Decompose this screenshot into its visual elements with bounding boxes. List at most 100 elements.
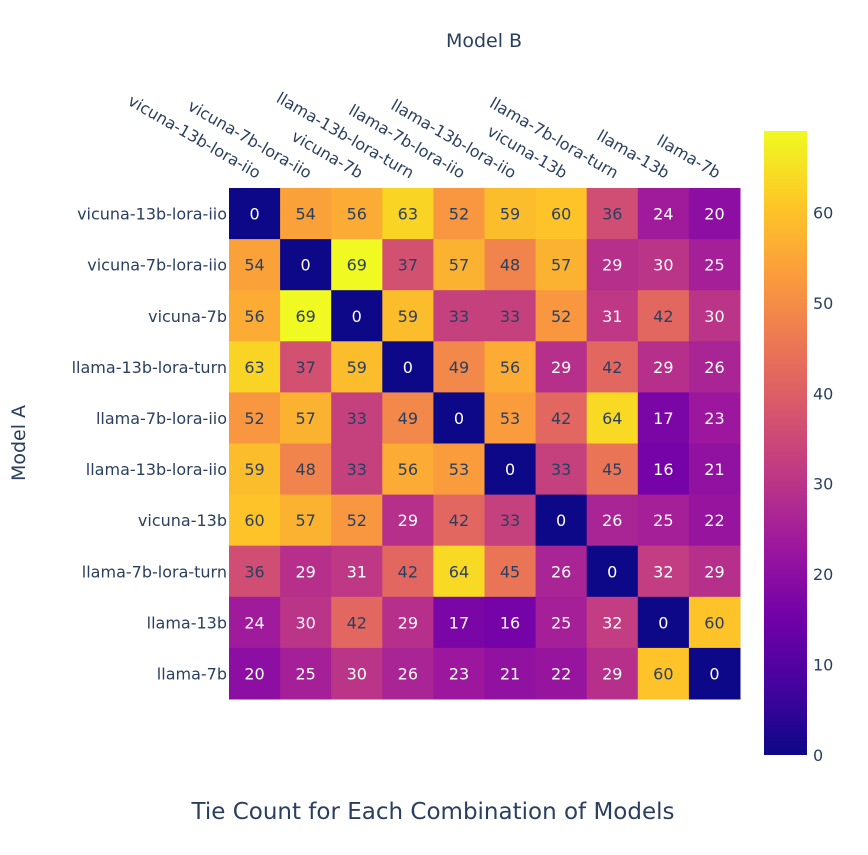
- heatmap-cell: [586, 494, 639, 547]
- cell-value-label: 30: [295, 613, 315, 632]
- heatmap-cell: [229, 392, 281, 444]
- cell-value-label: 0: [454, 409, 464, 428]
- heatmap-cell: [382, 545, 434, 598]
- colorbar-tick-label: 30: [813, 475, 833, 494]
- heatmap-cell: [484, 647, 537, 700]
- heatmap-cell: [229, 341, 281, 393]
- cell-value-label: 60: [551, 205, 571, 224]
- cell-value-label: 33: [551, 460, 571, 479]
- cell-value-label: 57: [449, 256, 469, 275]
- heatmap-cell: [586, 545, 639, 598]
- heatmap-cell: [382, 290, 434, 342]
- heatmap-cell: [229, 188, 281, 240]
- y-tick-label: llama-7b-lora-iio: [96, 409, 227, 428]
- cell-value-label: 29: [653, 358, 673, 377]
- heatmap-cell: [280, 188, 332, 240]
- cell-value-label: 0: [556, 511, 566, 530]
- heatmap-cell: [484, 239, 537, 291]
- cell-value-label: 59: [398, 307, 418, 326]
- heatmap-cell: [535, 647, 588, 700]
- heatmap-cell: [586, 443, 639, 496]
- heatmap-cell: [331, 392, 383, 444]
- heatmap-cell: [382, 341, 434, 393]
- heatmap-cell: [688, 392, 741, 444]
- cell-value-label: 0: [403, 358, 413, 377]
- heatmap-cell: [280, 239, 332, 291]
- y-axis-title: Model A: [8, 405, 30, 481]
- cell-value-label: 69: [295, 307, 315, 326]
- heatmap-cell: [382, 647, 434, 700]
- heatmap-cell: [637, 341, 690, 393]
- heatmap-cell: [331, 443, 383, 496]
- cell-value-label: 33: [347, 409, 367, 428]
- heatmap-cell: [586, 341, 639, 393]
- cell-value-label: 33: [500, 511, 520, 530]
- cell-value-label: 33: [347, 460, 367, 479]
- heatmap-cell: [586, 188, 639, 240]
- cell-value-label: 0: [301, 256, 311, 275]
- heatmap-cell: [637, 545, 690, 598]
- heatmap-cell-labels: 0 54 56 63 52 59 60 36 24 20 54 0 69 37 57 48 57 29 30 25 56…: [244, 205, 724, 684]
- cell-value-label: 29: [704, 562, 724, 581]
- heatmap-cell: [331, 239, 383, 291]
- cell-value-label: 45: [500, 562, 520, 581]
- cell-value-label: 59: [500, 205, 520, 224]
- heatmap-cell: [331, 341, 383, 393]
- heatmap-cell: [535, 494, 588, 547]
- heatmap-cell: [688, 443, 741, 496]
- y-tick-label: llama-13b-lora-turn: [72, 358, 227, 377]
- heatmap-cell: [280, 392, 332, 444]
- cell-value-label: 32: [653, 562, 673, 581]
- cell-value-label: 69: [347, 256, 367, 275]
- cell-value-label: 30: [704, 307, 724, 326]
- y-tick-label: vicuna-13b: [138, 511, 227, 530]
- y-axis-ticks: vicuna-13b-lora-iio vicuna-7b-lora-iio vic…: [72, 205, 227, 684]
- cell-value-label: 26: [551, 562, 571, 581]
- chart-title: Tie Count for Each Combination of Models: [191, 799, 675, 825]
- heatmap-cell: [637, 188, 690, 240]
- heatmap-cell: [484, 494, 537, 547]
- cell-value-label: 42: [551, 409, 571, 428]
- x-axis-ticks: vicuna-13b-lora-iiovicuna-7b-lora-iiovic…: [125, 88, 724, 182]
- cell-value-label: 0: [709, 664, 719, 683]
- heatmap-cell: [433, 443, 485, 496]
- heatmap-cell: [688, 341, 741, 393]
- heatmap-cell: [382, 494, 434, 547]
- cell-value-label: 42: [347, 613, 367, 632]
- cell-value-label: 60: [704, 613, 724, 632]
- cell-value-label: 29: [551, 358, 571, 377]
- cell-value-label: 29: [602, 664, 622, 683]
- cell-value-label: 60: [653, 664, 673, 683]
- cell-value-label: 57: [551, 256, 571, 275]
- cell-value-label: 49: [398, 409, 418, 428]
- heatmap-cell: [433, 494, 485, 547]
- heatmap-cell: [688, 647, 741, 700]
- y-tick-label: vicuna-7b-lora-iio: [87, 256, 227, 275]
- cell-value-label: 48: [500, 256, 520, 275]
- cell-value-label: 23: [449, 664, 469, 683]
- colorbar-tick-label: 60: [813, 203, 833, 222]
- cell-value-label: 29: [295, 562, 315, 581]
- cell-value-label: 63: [244, 358, 264, 377]
- cell-value-label: 36: [602, 205, 622, 224]
- heatmap-cell: [280, 494, 332, 547]
- heatmap-cell: [229, 596, 281, 649]
- colorbar-tick-label: 20: [813, 565, 833, 584]
- heatmap-cell: [484, 392, 537, 444]
- heatmap-cell: [433, 647, 485, 700]
- heatmap-cell: [433, 596, 485, 649]
- colorbar-tick-label: 50: [813, 294, 833, 313]
- cell-value-label: 0: [249, 205, 259, 224]
- heatmap-cell: [586, 647, 639, 700]
- heatmap-cells: [229, 188, 741, 700]
- cell-value-label: 56: [244, 307, 264, 326]
- cell-value-label: 52: [551, 307, 571, 326]
- heatmap-cell: [586, 290, 639, 342]
- cell-value-label: 20: [244, 664, 264, 683]
- heatmap-cell: [586, 239, 639, 291]
- heatmap-cell: [637, 392, 690, 444]
- colorbar: 0 10 20 30 40 50 60: [764, 131, 833, 765]
- heatmap-cell: [229, 239, 281, 291]
- heatmap-cell: [229, 494, 281, 547]
- heatmap-cell: [484, 443, 537, 496]
